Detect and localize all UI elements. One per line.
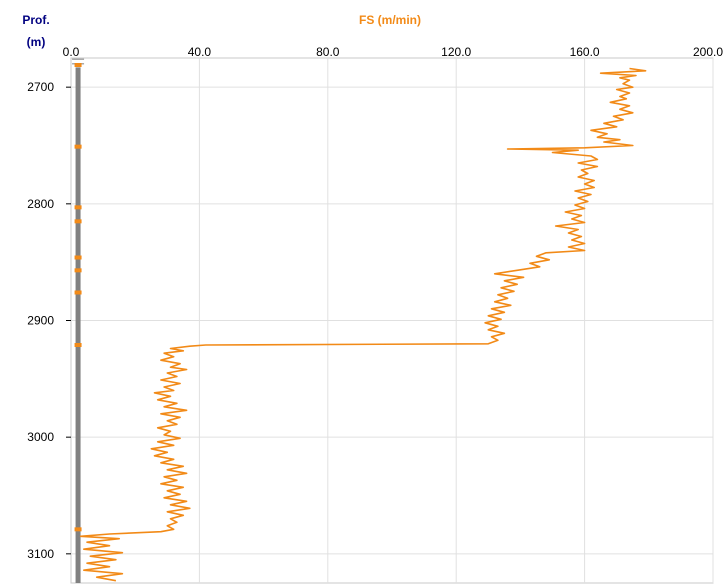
depth-track-marker xyxy=(74,144,82,149)
x-tick-label: 0.0 xyxy=(63,45,80,59)
y-tick-label: 3000 xyxy=(27,430,54,444)
fs-series-line xyxy=(79,67,647,582)
depth-track-marker xyxy=(74,255,82,260)
depth-track-marker xyxy=(74,527,82,532)
depth-track xyxy=(72,58,85,583)
depth-axis-unit: (m) xyxy=(27,35,46,49)
y-axis: 2700 2800 2900 3000 3100 xyxy=(27,80,71,561)
depth-track-marker xyxy=(74,290,82,295)
x-tick-label: 80.0 xyxy=(316,45,340,59)
x-tick-label: 120.0 xyxy=(441,45,471,59)
x-tick-label: 40.0 xyxy=(188,45,212,59)
x-axis: 0.0 40.0 80.0 120.0 160.0 200.0 xyxy=(63,45,724,59)
y-tick-label: 2700 xyxy=(27,80,54,94)
depth-axis-title: Prof. xyxy=(22,13,49,27)
depth-track-marker xyxy=(74,268,82,273)
series-group xyxy=(79,67,647,582)
depth-track-marker xyxy=(74,219,82,224)
y-tick-label: 2900 xyxy=(27,314,54,328)
x-tick-label: 160.0 xyxy=(570,45,600,59)
depth-track-marker xyxy=(74,343,82,347)
x-tick-label: 200.0 xyxy=(693,45,723,59)
depth-track-marker xyxy=(74,63,82,67)
depth-track-marker xyxy=(74,205,82,210)
y-tick-label: 2800 xyxy=(27,197,54,211)
y-tick-label: 3100 xyxy=(27,547,54,561)
fs-axis-title: FS (m/min) xyxy=(359,13,421,27)
